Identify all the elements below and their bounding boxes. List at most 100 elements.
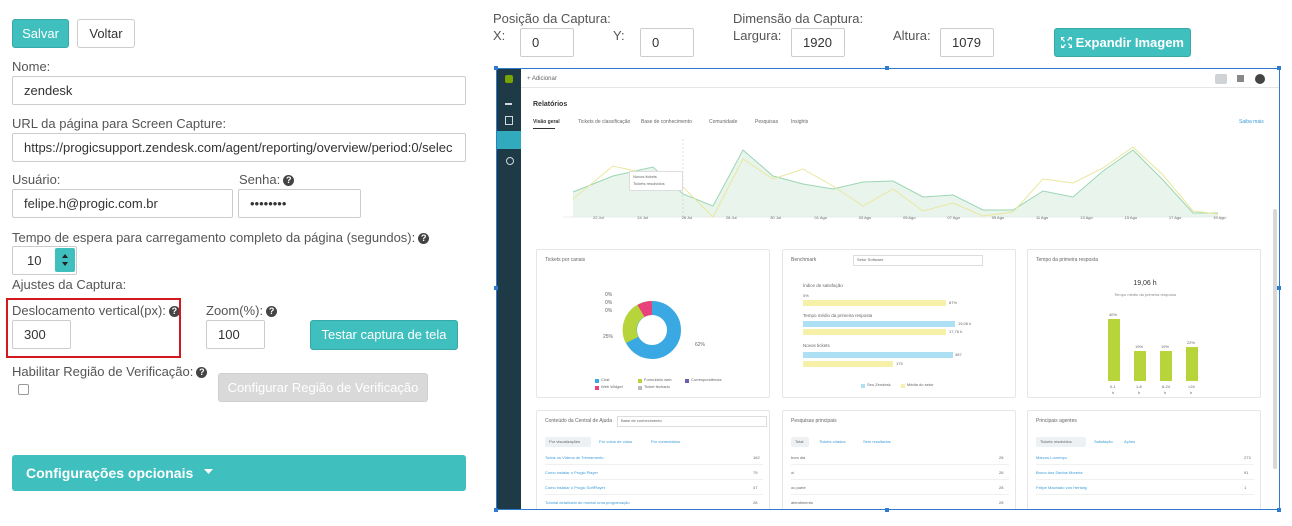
height-input[interactable]: 1079 [940, 28, 994, 57]
test-capture-button[interactable]: Testar captura de tela [310, 320, 458, 350]
legend-swatch [685, 379, 689, 383]
legend-swatch [595, 386, 599, 390]
stepper-arrows[interactable] [55, 248, 75, 272]
capture-preview[interactable]: + Adicionar Relatórios Visão geral Ticke… [496, 68, 1280, 510]
optional-settings-label: Configurações opcionais [26, 465, 194, 481]
password-label-group: Senha:? [239, 172, 295, 187]
response-bar-unit: h [1164, 390, 1167, 395]
help-icon[interactable]: ? [168, 306, 180, 317]
wait-label: Tempo de espera para carregamento comple… [12, 230, 416, 245]
pie-legend: Ticket fechado [644, 384, 670, 389]
preview-tab: Tickets de classificação [578, 119, 631, 125]
active-tab-indicator [533, 128, 555, 129]
learn-more-link: Saiba mais [1239, 119, 1264, 125]
expand-icon [1061, 37, 1072, 48]
x-input[interactable]: 0 [520, 28, 574, 57]
first-response-card: Tempo da primeira resposta 19,06 h Tempo… [1027, 249, 1261, 398]
form-panel: Salvar Voltar Nome: zendesk URL da págin… [0, 0, 480, 526]
x-tick-label: 03 Ago [858, 215, 872, 220]
list-divider [791, 494, 1009, 495]
resize-handle[interactable] [494, 66, 498, 70]
help-tab: Por visualizações [549, 439, 581, 444]
optional-settings-toggle[interactable]: Configurações opcionais [12, 455, 466, 491]
legend-swatch [638, 379, 642, 383]
benchmark-bar [803, 361, 893, 367]
benchmark-select: Setor Software [853, 255, 983, 266]
list-divider [791, 479, 1009, 480]
vertical-offset-label-group: Deslocamento vertical(px):? [12, 303, 180, 318]
preview-scrollbar[interactable] [1273, 209, 1277, 469]
pie-label: 0% [605, 292, 613, 298]
resize-handle[interactable] [885, 508, 889, 512]
tooltip-novos: Novos tickets [633, 174, 657, 179]
card-title: Conteúdo da Central de Ajuda [545, 418, 612, 424]
list-item-label: Bruno dos Santos Moreira [1036, 470, 1083, 475]
help-icon[interactable]: ? [418, 233, 430, 244]
x-tick-label: 05 Ago [903, 215, 916, 220]
url-input[interactable]: https://progicsupport.zendesk.com/agent/… [12, 133, 466, 162]
card-title: Tempo da primeira resposta [1036, 257, 1098, 263]
list-item-value: 28 [753, 500, 758, 505]
benchmark-card: Benchmark Setor Software Índice de satis… [782, 249, 1016, 398]
y-input[interactable]: 0 [640, 28, 694, 57]
help-icon[interactable]: ? [266, 306, 278, 317]
x-tick-label: 15 Ago [1124, 215, 1138, 220]
verification-checkbox[interactable] [18, 384, 29, 395]
list-item-value: 162 [753, 455, 760, 460]
legend-swatch [861, 384, 865, 388]
configure-region-button[interactable]: Configurar Região de Verificação [218, 373, 428, 402]
resize-handle[interactable] [494, 508, 498, 512]
views-icon [505, 116, 513, 125]
pie-legend: Web Widget [601, 384, 623, 389]
help-tab: Por votos de votos [599, 439, 633, 444]
benchmark-legend: Seu Zendesk [867, 382, 891, 387]
width-input[interactable]: 1920 [791, 28, 845, 57]
highlight-box [6, 298, 181, 358]
help-center-search-value: Base de conhecimento [621, 418, 662, 423]
name-input[interactable]: zendesk [12, 76, 466, 105]
password-input[interactable]: •••••••• [238, 189, 361, 218]
user-input[interactable]: felipe.h@progic.com.br [12, 189, 233, 218]
save-button[interactable]: Salvar [12, 19, 69, 48]
benchmark-value: 19,06 h [958, 321, 972, 326]
chart-tooltip: Novos tickets Tickets resolvidos [629, 171, 683, 191]
benchmark-label: Tempo médio da primeira resposta [803, 313, 873, 318]
resize-handle[interactable] [494, 286, 498, 290]
card-title: Principais agentes [1036, 418, 1077, 424]
zoom-label: Zoom(%): [206, 303, 264, 318]
resize-handle[interactable] [885, 66, 889, 70]
help-icon[interactable]: ? [196, 367, 208, 378]
vertical-offset-input[interactable]: 300 [12, 320, 71, 349]
back-button[interactable]: Voltar [77, 19, 135, 48]
search-tab: Sem resultados [863, 439, 891, 444]
list-divider [1036, 494, 1254, 495]
resize-handle[interactable] [1277, 66, 1281, 70]
resize-handle[interactable] [1277, 286, 1281, 290]
list-item-value: 273 [1244, 455, 1251, 460]
benchmark-bar [803, 300, 946, 306]
wait-label-group: Tempo de espera para carregamento comple… [12, 230, 430, 245]
benchmark-bar [803, 352, 953, 358]
list-item-label: Tutorial detalhado de montar uma program… [545, 500, 630, 505]
response-bar-range: 0-1 [1110, 384, 1116, 389]
x-tick-label: 26 Jul [681, 215, 693, 220]
list-item-label: Todos os Vídeos de Treinamento [545, 455, 604, 460]
chat-icon [1215, 74, 1227, 84]
legend-swatch [595, 379, 599, 383]
help-icon[interactable]: ? [283, 175, 295, 186]
wait-value: 10 [27, 253, 42, 268]
tooltip-resolvidos: Tickets resolvidos [633, 181, 665, 186]
zoom-input[interactable]: 100 [206, 320, 265, 349]
response-bar [1186, 347, 1198, 381]
list-item-label: oi [791, 470, 795, 475]
search-tab: Tickets criados [819, 439, 846, 444]
x-tick-label: 17 Ago [1168, 215, 1182, 220]
help-center-search: Base de conhecimento [617, 416, 767, 427]
divider [521, 87, 1279, 88]
verification-label-group: Habilitar Região de Verificação:? [12, 364, 208, 379]
resize-handle[interactable] [1277, 508, 1281, 512]
expand-image-button[interactable]: Expandir Imagem [1054, 28, 1191, 57]
x-tick-label: 28 Jul [725, 215, 737, 220]
preview-page-title: Relatórios [533, 101, 568, 108]
x-tick-label: 30 Jul [770, 215, 781, 220]
